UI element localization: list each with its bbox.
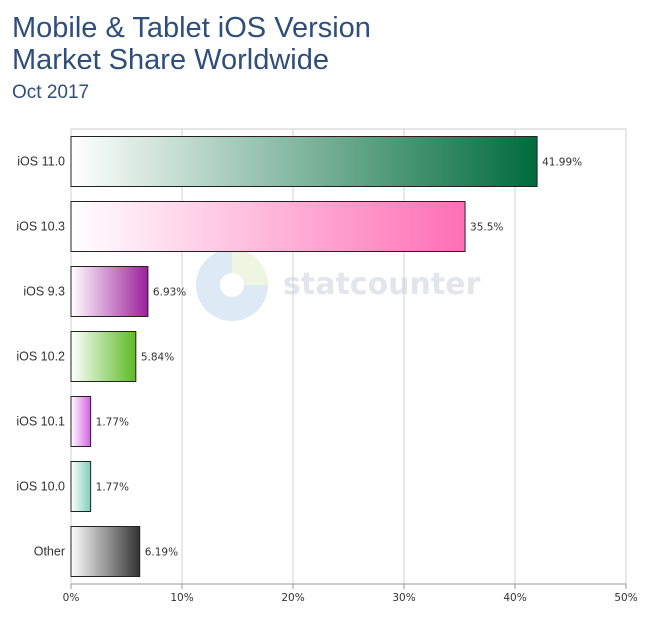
category-label: iOS 10.2 — [16, 350, 65, 364]
watermark-text: statcounter — [283, 267, 481, 302]
chart-title-line-1: Mobile & Tablet iOS Version — [12, 12, 371, 44]
bar-other — [70, 526, 141, 577]
category-label: iOS 11.0 — [17, 155, 65, 169]
watermark-logo-segment — [232, 249, 268, 285]
x-tick-label: 40% — [503, 592, 526, 604]
x-tick-label: 10% — [170, 592, 193, 604]
x-tick-label: 0% — [63, 592, 80, 604]
chart-title-line-2: Market Share Worldwide — [12, 44, 329, 76]
statcounter-watermark: statcounter — [196, 249, 481, 321]
category-label: iOS 10.3 — [16, 220, 65, 234]
value-label: 6.19% — [145, 547, 178, 559]
chart-title: Mobile & Tablet iOS Version Market Share… — [12, 12, 371, 76]
category-label: iOS 9.3 — [23, 285, 65, 299]
bar-ios-10-0 — [70, 461, 92, 512]
x-tick-label: 30% — [392, 592, 415, 604]
category-label: iOS 10.0 — [16, 480, 65, 494]
value-label: 5.84% — [141, 352, 174, 364]
bar-ios-10-3 — [70, 201, 466, 252]
category-label: iOS 10.1 — [16, 415, 65, 429]
bar-ios-10-2 — [70, 331, 137, 382]
chart-subtitle: Oct 2017 — [12, 82, 90, 103]
x-tick-label: 20% — [281, 592, 304, 604]
value-label: 1.77% — [96, 482, 129, 494]
bar-ios-9-3 — [70, 266, 149, 317]
category-label: Other — [34, 545, 65, 559]
value-label: 6.93% — [153, 287, 186, 299]
value-label: 35.5% — [470, 222, 503, 234]
x-tick-label: 50% — [614, 592, 637, 604]
value-label: 41.99% — [542, 157, 582, 169]
watermark-logo-center — [220, 273, 244, 297]
bar-ios-10-1 — [70, 396, 92, 447]
value-label: 1.77% — [96, 417, 129, 429]
bar-ios-11-0 — [70, 136, 538, 187]
